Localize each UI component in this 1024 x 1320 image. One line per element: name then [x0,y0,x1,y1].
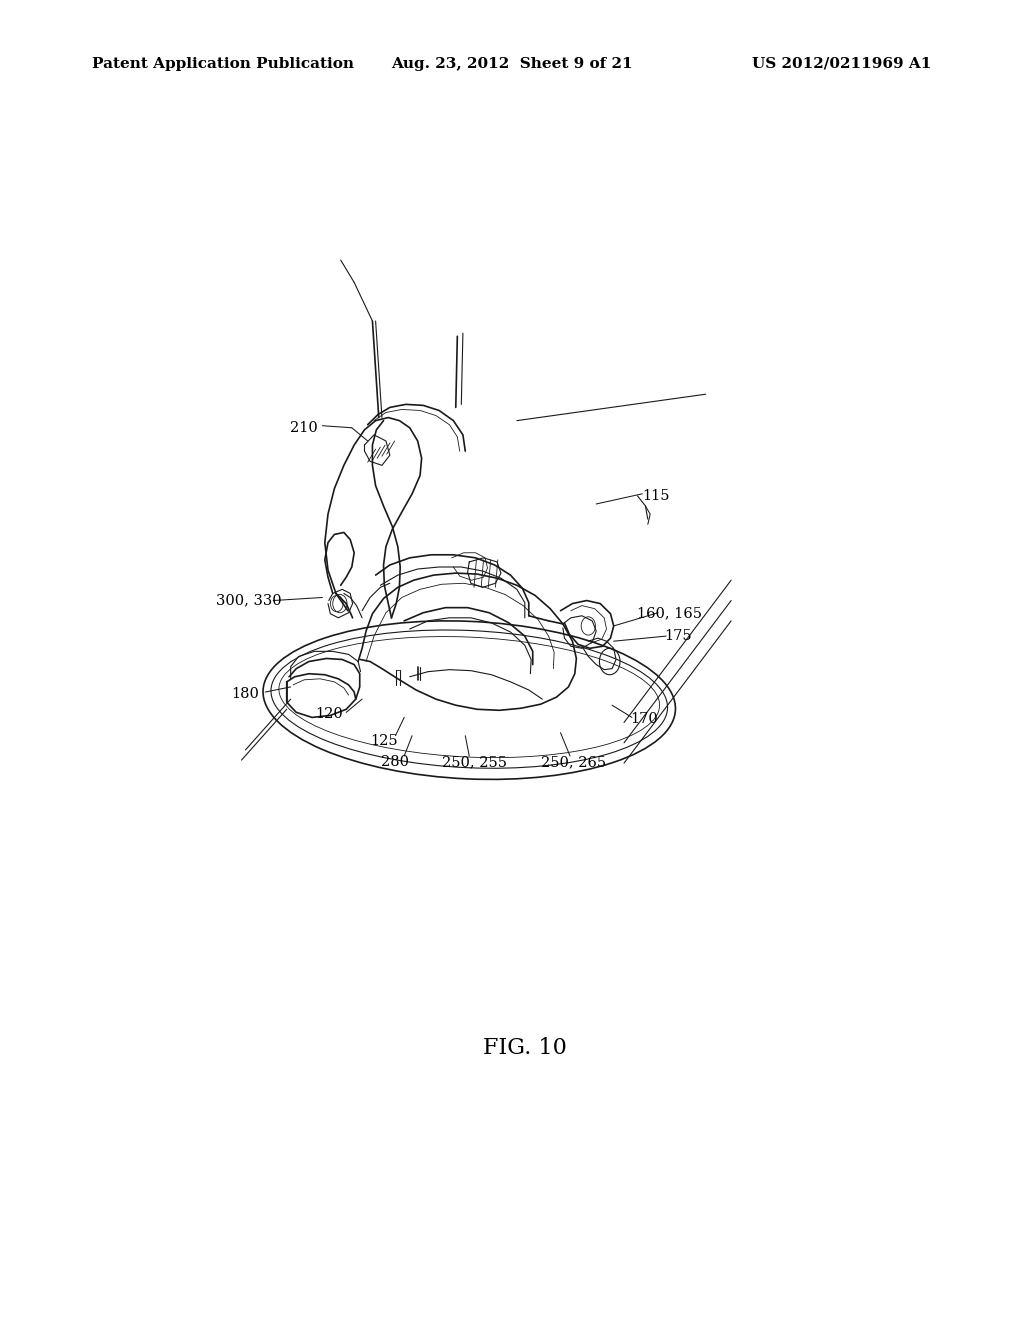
Text: 125: 125 [371,734,398,748]
Text: 250, 265: 250, 265 [542,755,606,770]
Text: Patent Application Publication: Patent Application Publication [92,57,354,71]
Text: 280: 280 [382,755,410,770]
Text: 115: 115 [642,488,670,503]
Text: 175: 175 [665,630,692,643]
Text: 180: 180 [231,686,259,701]
Text: 170: 170 [630,713,657,726]
Text: FIG. 10: FIG. 10 [483,1036,566,1059]
Text: 210: 210 [291,421,318,434]
Text: 160, 165: 160, 165 [637,607,701,620]
Text: 250, 255: 250, 255 [442,755,507,770]
Text: US 2012/0211969 A1: US 2012/0211969 A1 [753,57,932,71]
Text: Aug. 23, 2012  Sheet 9 of 21: Aug. 23, 2012 Sheet 9 of 21 [391,57,633,71]
Text: 300, 330: 300, 330 [216,594,282,607]
Text: 120: 120 [315,708,343,721]
